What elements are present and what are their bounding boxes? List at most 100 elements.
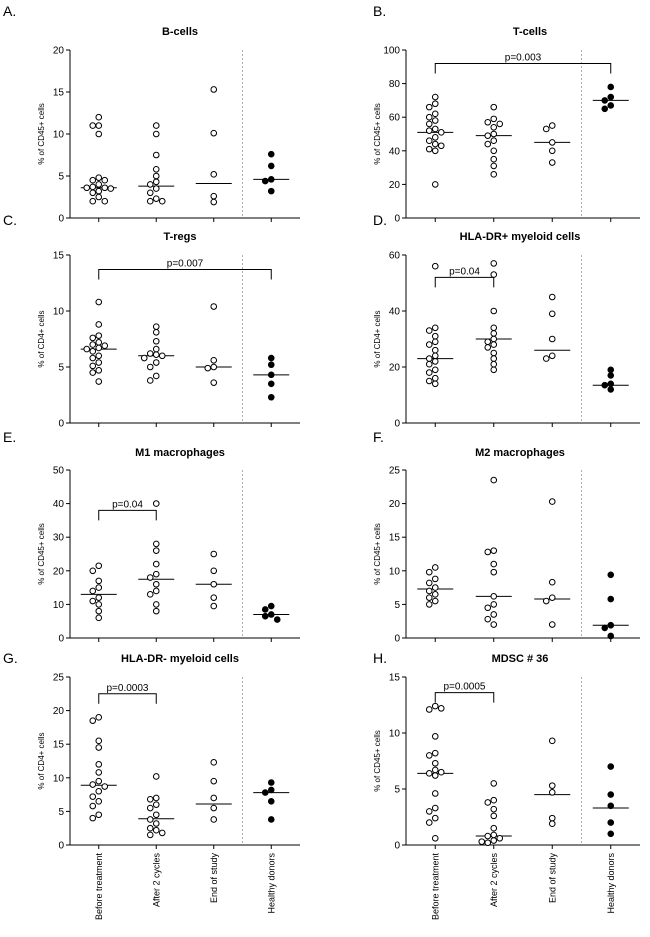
panel-6-point-before-treatment [431,584,439,591]
panel-8-point-end-of-study [548,737,556,745]
panel-2-point-end-of-study [542,125,550,133]
panel-6-point-after-2-cycles [490,601,498,608]
panel-7-y-tick-label: 5 [58,807,64,818]
panel-3-point-end-of-study [204,364,212,372]
panel-7-point-end-of-study [210,804,218,812]
panel-1-point-healthy-donors [267,176,275,183]
panel-2-y-tick-label: 100 [383,46,400,57]
panel-7-point-after-2-cycles [146,796,154,803]
panel-3-point-before-treatment [89,354,97,362]
panel-4-point-end-of-study [542,355,550,362]
panel-1-label: A. [3,3,16,19]
panel-6-point-before-treatment [431,564,439,571]
panel-4-point-before-treatment [431,352,439,360]
panel-6-point-after-2-cycles [490,568,498,576]
panel-6-point-end-of-study [542,597,550,605]
panel-4-point-before-treatment [431,346,439,354]
panel-7-point-after-2-cycles [146,831,154,839]
panel-8-point-end-of-study [548,820,556,828]
panel-4-y-tick-label: 20 [389,363,401,374]
panel-2-point-end-of-study [548,139,556,146]
panel-3-y-tick-label: 15 [53,251,65,262]
panel-3-point-before-treatment [83,345,91,353]
panel-4-point-before-treatment [425,377,433,385]
panel-8-point-before-treatment [437,768,445,776]
panel-6-point-after-2-cycles [490,621,498,628]
panel-6-point-healthy-donors [607,621,615,629]
panel-4-point-before-treatment [431,366,439,374]
panel-1-point-before-treatment [95,174,103,181]
panel-2-point-after-2-cycles [490,130,498,138]
panel-1-point-before-treatment [89,197,97,205]
panel-2-point-before-treatment [425,120,433,128]
panel-2-point-end-of-study [548,147,556,155]
panel-8-point-before-treatment [425,808,433,815]
panel-5-point-healthy-donors [267,611,275,618]
panel-7-point-before-treatment [95,787,103,795]
panel-2-point-before-treatment [431,93,439,101]
panel-1-point-before-treatment [95,187,103,195]
panel-2-point-before-treatment [431,134,439,141]
panel-3-point-after-2-cycles [152,345,160,353]
panel-6-point-after-2-cycles [490,611,498,618]
panel-8-y-tick-label: 5 [394,785,400,796]
panel-6-y-tick-label: 10 [389,566,401,577]
panel-5-point-after-2-cycles [146,574,154,581]
panel-2-point-before-treatment [431,147,439,155]
panel-7-point-healthy-donors [261,789,269,796]
panel-3-point-healthy-donors [267,361,275,369]
panel-3-point-before-treatment [95,352,103,360]
panel-7-category-label: End of study [209,853,219,904]
panel-1-point-end-of-study [210,192,218,200]
panel-4-point-after-2-cycles [490,335,498,343]
panel-7-category-label: Healthy donors [266,853,276,914]
panel-3-point-after-2-cycles [152,323,160,330]
panel-4-point-before-treatment [425,341,433,348]
panel-2-point-before-treatment [425,145,433,153]
panel-7-point-healthy-donors [267,816,275,823]
panel-6-y-axis-label: % of CD45+ cells [373,523,382,585]
panel-4-point-before-treatment [431,338,439,346]
panel-4-significance-bracket [434,276,495,288]
panel-1-point-healthy-donors [267,162,275,170]
panel-1-point-end-of-study [210,198,218,206]
panel-4-point-after-2-cycles [490,271,498,278]
panel-7-point-after-2-cycles [152,811,160,819]
panel-5-point-before-treatment [95,601,103,608]
panel-7-y-tick-label: 0 [58,841,64,852]
panel-5-point-after-2-cycles [152,580,160,588]
panel-7-category-label: After 2 cycles [151,853,161,908]
panel-5-y-tick-label: 50 [53,466,65,477]
panel-6-point-healthy-donors [601,624,609,632]
panel-2-label: B. [373,3,386,19]
panel-6-point-after-2-cycles [490,593,498,600]
panel-1-point-after-2-cycles [158,197,166,205]
panel-1-point-end-of-study [210,129,218,137]
panel-7-label: G. [3,650,18,666]
panel-6-point-before-treatment [431,591,439,598]
panel-2-point-before-treatment [431,117,439,124]
panel-6-y-tick-label: 25 [389,466,401,477]
panel-6-point-after-2-cycles [490,547,498,554]
panel-5-point-healthy-donors [261,606,269,613]
panel-6-point-after-2-cycles [484,548,492,556]
panel-8-point-end-of-study [548,814,556,822]
panel-7-point-before-treatment [95,777,103,785]
panel-1-point-before-treatment [101,197,109,205]
panel-3-point-after-2-cycles [152,351,160,358]
panel-5-y-tick-label: 20 [53,566,65,577]
panel-1-y-tick-label: 10 [53,130,65,141]
panel-2-significance-bracket [434,62,612,74]
panel-6-point-before-treatment [425,594,433,601]
panel-1-point-after-2-cycles [152,130,160,138]
panel-6-title: M2 macrophages [475,447,565,459]
panel-1-point-after-2-cycles [152,151,160,159]
panel-7-point-after-2-cycles [158,829,166,837]
panel-3-y-tick-label: 5 [58,363,64,374]
panel-1-point-healthy-donors [267,150,275,158]
panel-8-point-before-treatment [431,702,439,710]
panel-5-point-after-2-cycles [152,540,160,548]
panel-4-title: HLA-DR+ myeloid cells [460,231,581,243]
panel-3-point-before-treatment [95,344,103,352]
